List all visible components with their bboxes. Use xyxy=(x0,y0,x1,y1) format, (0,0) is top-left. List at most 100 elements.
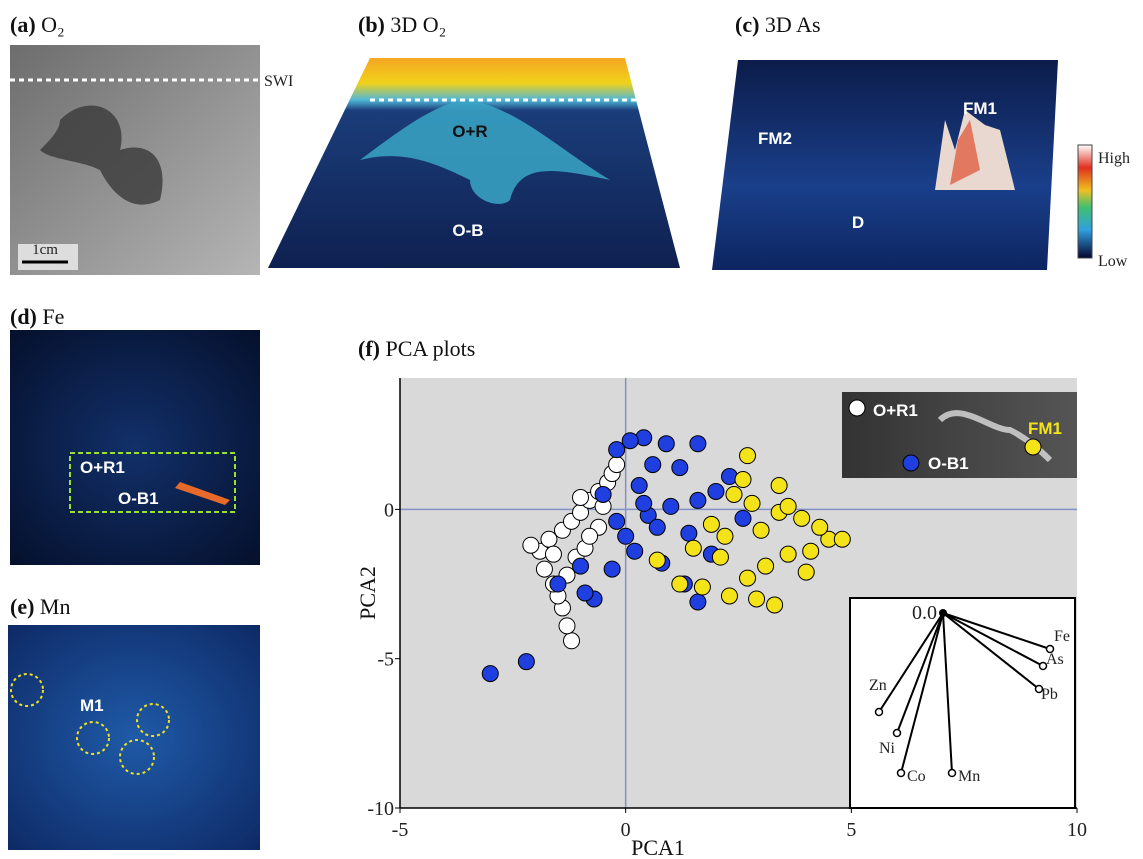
panel-title: (e) Mn xyxy=(10,594,70,619)
legend-marker xyxy=(1025,439,1041,455)
origin-label: 0.0 xyxy=(912,602,937,624)
panel-name: 3D O₂ xyxy=(390,12,446,37)
point xyxy=(541,531,557,547)
point xyxy=(712,549,728,565)
point xyxy=(631,478,647,494)
point xyxy=(564,633,580,649)
panel-title: (d) Fe xyxy=(10,304,64,329)
loading-label: As xyxy=(1046,651,1064,668)
loading-label: Co xyxy=(907,768,926,785)
label: M1 xyxy=(80,696,104,715)
point xyxy=(636,495,652,511)
loading-label: Pb xyxy=(1041,686,1058,703)
panel-title: (f) PCA plots xyxy=(358,336,475,361)
legend-label: O+R1 xyxy=(873,401,918,420)
point xyxy=(627,543,643,559)
label: FM1 xyxy=(963,99,997,118)
point xyxy=(812,519,828,535)
label: O+R xyxy=(452,122,487,141)
point xyxy=(735,472,751,488)
color-bar xyxy=(1078,145,1092,258)
iron-image xyxy=(10,330,260,565)
point xyxy=(780,546,796,562)
x-axis-label: PCA1 xyxy=(631,835,685,859)
point xyxy=(681,525,697,541)
point xyxy=(649,552,665,568)
point xyxy=(536,561,552,577)
point xyxy=(690,594,706,610)
point xyxy=(523,537,539,553)
point xyxy=(559,618,575,634)
figure: SWI 1cm O+R O-B FM2 FM1 D High Low O+R1 … xyxy=(0,0,1143,859)
legend-marker xyxy=(903,455,919,471)
point xyxy=(609,513,625,529)
loading-label: Mn xyxy=(958,768,980,785)
label: O+R1 xyxy=(80,458,125,477)
point xyxy=(749,591,765,607)
point xyxy=(758,558,774,574)
panel-name: Fe xyxy=(42,304,64,329)
legend-marker xyxy=(849,400,865,416)
point xyxy=(735,510,751,526)
legend-label: O-B1 xyxy=(928,454,969,473)
x-tick-label: 5 xyxy=(846,819,856,841)
point xyxy=(794,510,810,526)
panel-name: O₂ xyxy=(41,12,65,37)
manganese-image xyxy=(8,625,260,850)
point xyxy=(834,531,850,547)
point xyxy=(550,576,566,592)
legend-label: FM1 xyxy=(1028,419,1062,438)
point xyxy=(690,492,706,508)
panel-letter: (d) xyxy=(10,304,37,329)
panel-title: (a) O₂ xyxy=(10,12,65,37)
point xyxy=(753,522,769,538)
label: Low xyxy=(1098,253,1128,270)
point xyxy=(609,457,625,473)
panel-name: Mn xyxy=(40,594,71,619)
point xyxy=(694,579,710,595)
panel-name: PCA plots xyxy=(385,336,475,361)
point xyxy=(663,498,679,514)
point xyxy=(482,666,498,682)
x-tick-label: 10 xyxy=(1067,819,1087,841)
label: SWI xyxy=(264,73,293,90)
loading-label: Fe xyxy=(1054,628,1070,645)
loading-end xyxy=(949,770,956,777)
point xyxy=(609,442,625,458)
point xyxy=(703,516,719,532)
point xyxy=(573,558,589,574)
point xyxy=(672,576,688,592)
point xyxy=(604,561,620,577)
loading-end xyxy=(898,770,905,777)
label: 1cm xyxy=(32,242,58,258)
panel-letter: (c) xyxy=(735,12,759,37)
point xyxy=(744,495,760,511)
y-tick-label: 0 xyxy=(384,499,394,521)
point xyxy=(595,486,611,502)
panel-letter: (b) xyxy=(358,12,385,37)
y-tick-label: -5 xyxy=(377,649,394,671)
point xyxy=(740,448,756,464)
point xyxy=(780,498,796,514)
x-tick-label: -5 xyxy=(392,819,409,841)
label: O-B xyxy=(452,221,483,240)
point xyxy=(577,585,593,601)
label: FM2 xyxy=(758,129,792,148)
label: O-B1 xyxy=(118,489,159,508)
point xyxy=(740,570,756,586)
point xyxy=(708,483,724,499)
point xyxy=(582,528,598,544)
panel-title: (c) 3D As xyxy=(735,12,821,37)
panel-name: 3D As xyxy=(765,12,821,37)
point xyxy=(798,564,814,580)
y-tick-label: -10 xyxy=(367,798,394,820)
y-axis-label: PCA2 xyxy=(355,566,380,620)
label: D xyxy=(852,213,864,232)
point xyxy=(726,486,742,502)
point xyxy=(618,528,634,544)
point xyxy=(803,543,819,559)
loading-end xyxy=(876,709,883,716)
point xyxy=(573,489,589,505)
point xyxy=(649,519,665,535)
point xyxy=(645,457,661,473)
